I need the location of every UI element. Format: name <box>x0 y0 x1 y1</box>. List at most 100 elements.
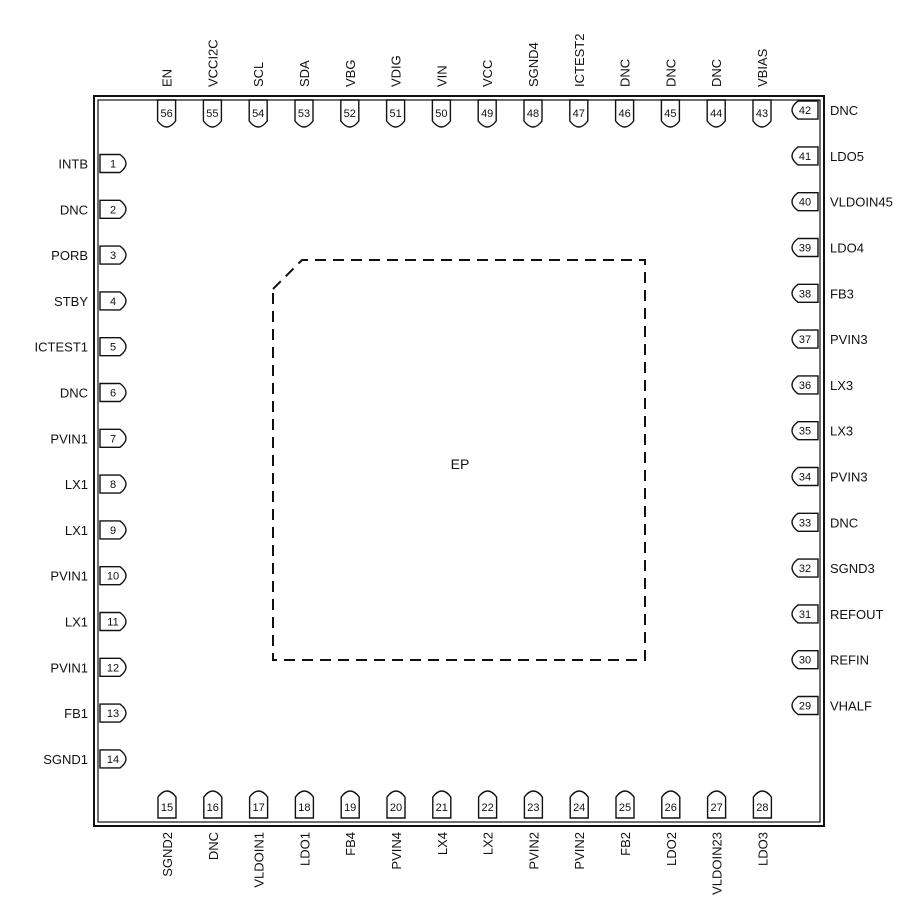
pin-name: LDO2 <box>664 832 679 866</box>
pin-22: 22 LX2 <box>477 790 498 855</box>
pin-pad <box>791 283 819 303</box>
pin-name: SGND4 <box>526 42 541 87</box>
pin-number: 54 <box>252 108 264 120</box>
pin-pad <box>791 512 819 532</box>
pin-number: 30 <box>799 655 811 667</box>
pin-54: 54 SCL <box>248 62 268 128</box>
pin-name: LDO1 <box>297 832 312 866</box>
pin-number: 1 <box>110 159 116 171</box>
pin-pad <box>340 99 360 128</box>
pin-number: 44 <box>710 108 722 120</box>
pin-name: DNC <box>830 103 858 118</box>
pin-number: 15 <box>161 802 173 814</box>
pin-number: 36 <box>799 380 811 392</box>
pin-45: 45 DNC <box>660 59 681 128</box>
pin-number: 11 <box>107 617 118 629</box>
pin-pad <box>156 99 177 128</box>
pin-16: 16 DNC <box>203 790 223 860</box>
pin-name: PVIN1 <box>50 569 88 584</box>
pin-number: 52 <box>344 108 356 120</box>
pin-name: VDIG <box>389 55 404 87</box>
pin-33: 33 DNC <box>791 512 858 532</box>
pin-23: 23 PVIN2 <box>523 790 544 870</box>
package-outline-outer <box>93 95 825 827</box>
pin-number: 22 <box>481 802 493 814</box>
pin-pad <box>791 100 819 120</box>
pin-41: 41 LDO5 <box>791 146 864 166</box>
pin-name: PORB <box>51 248 88 263</box>
pin-number: 48 <box>527 108 539 120</box>
pin-pad <box>294 99 314 128</box>
pin-number: 31 <box>799 609 811 621</box>
pin-pad <box>791 329 819 349</box>
pin-pad <box>248 99 268 128</box>
pin-17: 17 VLDOIN1 <box>248 790 269 888</box>
pin-number: 32 <box>799 563 811 575</box>
pin-pad <box>385 99 406 128</box>
pin-name: FB4 <box>343 832 358 856</box>
pin-pad <box>99 474 127 494</box>
pin-28: 28 LDO3 <box>752 790 773 866</box>
pin-number: 27 <box>710 802 722 814</box>
pin-name: VHALF <box>830 699 872 714</box>
pin-number: 13 <box>107 708 119 720</box>
pin-name: PVIN3 <box>830 332 868 347</box>
pin-pad <box>99 657 127 677</box>
pin-number: 8 <box>110 479 116 491</box>
pin-name: INTB <box>58 157 88 172</box>
pin-6: 6 DNC <box>60 382 127 403</box>
pin-name: VCC <box>480 60 495 87</box>
pin-2: 2 DNC <box>60 199 127 219</box>
pin-pad <box>99 153 127 174</box>
pin-number: 47 <box>573 108 585 120</box>
pin-24: 24 PVIN2 <box>569 790 589 870</box>
pin-pad <box>386 790 406 819</box>
pin-name: EN <box>160 69 175 87</box>
pin-pad <box>99 291 127 311</box>
pin-21: 21 LX4 <box>432 790 452 855</box>
pin-pad <box>752 790 773 819</box>
pin-32: 32 SGND3 <box>791 558 875 578</box>
pin-pad <box>99 611 127 632</box>
pin-number: 6 <box>110 388 116 400</box>
pin-name: FB1 <box>64 706 88 721</box>
pin-number: 21 <box>436 802 448 814</box>
pin-number: 18 <box>298 802 310 814</box>
pin-53: 53 SDA <box>294 60 314 128</box>
pin-39: 39 LDO4 <box>791 237 864 258</box>
pin-name: ICTEST2 <box>572 34 587 87</box>
pin-55: 55 VCCI2C <box>202 39 223 128</box>
pin-14: 14 SGND1 <box>43 749 127 769</box>
pin-pad <box>791 558 819 578</box>
pin-pad <box>99 703 127 723</box>
pin-name: LX1 <box>65 477 88 492</box>
pin-pad <box>99 245 127 265</box>
pin-number: 55 <box>206 108 218 120</box>
pin-pad <box>99 749 127 769</box>
pin-name: VCCI2C <box>205 39 220 87</box>
pin-56: 56 EN <box>156 69 177 128</box>
pin-name: VBIAS <box>755 48 770 87</box>
pin-name: DNC <box>206 832 221 860</box>
pin-name: PVIN2 <box>526 832 541 870</box>
pin-name: FB2 <box>618 832 633 856</box>
pin-4: 4 STBY <box>54 291 127 311</box>
pin-pad <box>99 337 127 357</box>
pin-number: 25 <box>619 802 631 814</box>
pin-pad <box>661 790 681 819</box>
pin-name: VBG <box>343 60 358 87</box>
pin-pad <box>477 99 497 128</box>
pin-36: 36 LX3 <box>791 375 853 395</box>
pin-number: 14 <box>107 754 119 766</box>
pin-name: LX2 <box>481 832 496 855</box>
pin-name: PVIN4 <box>389 832 404 870</box>
pin-name: VLDOIN45 <box>830 195 893 210</box>
pin-pad <box>523 99 543 128</box>
pin-number: 20 <box>390 802 402 814</box>
pin-name: ICTEST1 <box>35 340 88 355</box>
pin-pad <box>432 790 452 819</box>
pin-number: 37 <box>799 334 811 346</box>
pin-pad <box>791 650 819 670</box>
pin-47: 47 ICTEST2 <box>569 34 589 128</box>
pin-pad <box>477 790 498 819</box>
